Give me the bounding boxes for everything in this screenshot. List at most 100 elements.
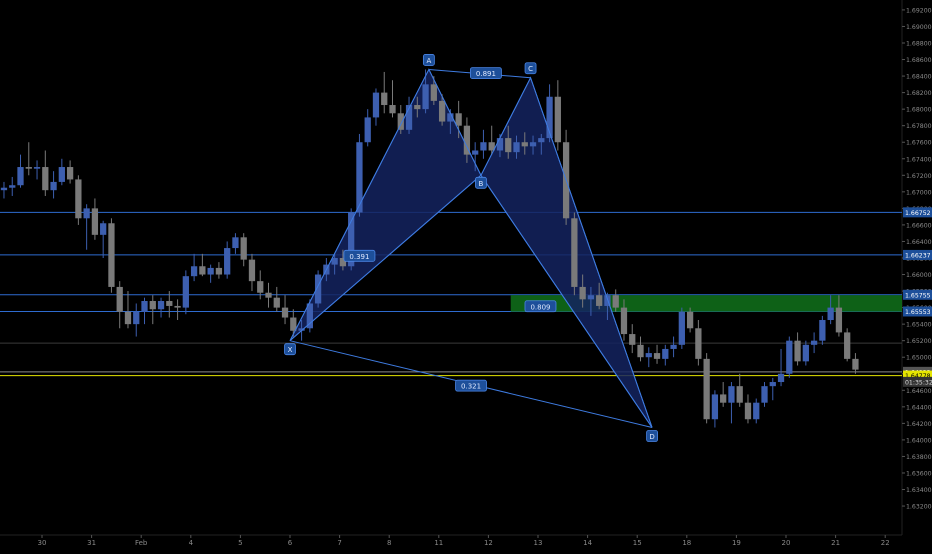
- candle[interactable]: [596, 282, 603, 310]
- candle[interactable]: [397, 105, 404, 134]
- candle[interactable]: [852, 353, 859, 374]
- candle[interactable]: [414, 96, 421, 118]
- candle[interactable]: [810, 332, 818, 354]
- candle[interactable]: [224, 241, 231, 279]
- candle[interactable]: [182, 270, 189, 315]
- candle[interactable]: [339, 249, 347, 271]
- candle[interactable]: [736, 373, 743, 407]
- candle[interactable]: [430, 76, 437, 106]
- candle[interactable]: [612, 289, 619, 312]
- candle[interactable]: [728, 382, 735, 424]
- candle[interactable]: [273, 286, 280, 312]
- candle[interactable]: [711, 390, 719, 428]
- candle[interactable]: [529, 135, 537, 155]
- candle[interactable]: [678, 307, 685, 349]
- candle[interactable]: [463, 117, 471, 163]
- candle[interactable]: [66, 160, 74, 184]
- candle[interactable]: [232, 233, 239, 254]
- candle[interactable]: [505, 125, 512, 159]
- candle[interactable]: [794, 332, 801, 366]
- candle[interactable]: [769, 377, 776, 401]
- candle[interactable]: [620, 299, 628, 341]
- candle[interactable]: [819, 315, 826, 345]
- candle[interactable]: [215, 262, 223, 279]
- candle[interactable]: [538, 133, 545, 155]
- candle[interactable]: [554, 80, 561, 151]
- candle[interactable]: [248, 253, 256, 292]
- candle[interactable]: [761, 382, 768, 407]
- candle[interactable]: [670, 336, 677, 358]
- candle[interactable]: [844, 328, 851, 362]
- candle[interactable]: [786, 336, 793, 378]
- candle[interactable]: [199, 253, 206, 277]
- candle[interactable]: [133, 303, 140, 337]
- candle[interactable]: [629, 324, 636, 354]
- candle[interactable]: [637, 336, 644, 362]
- candle[interactable]: [75, 175, 82, 225]
- candle[interactable]: [364, 109, 371, 147]
- candle[interactable]: [753, 398, 760, 424]
- candle[interactable]: [381, 71, 388, 114]
- candle[interactable]: [149, 295, 156, 325]
- candle[interactable]: [744, 394, 752, 424]
- candle[interactable]: [372, 88, 380, 126]
- candle[interactable]: [17, 154, 24, 188]
- candle[interactable]: [9, 176, 16, 196]
- candle[interactable]: [190, 253, 198, 282]
- candle[interactable]: [488, 125, 495, 155]
- candle[interactable]: [331, 253, 338, 275]
- candle[interactable]: [356, 133, 363, 217]
- candle[interactable]: [645, 347, 652, 368]
- candle[interactable]: [571, 212, 578, 296]
- candle[interactable]: [157, 297, 165, 318]
- candle[interactable]: [827, 295, 834, 325]
- candle[interactable]: [389, 80, 396, 118]
- candle[interactable]: [314, 270, 322, 308]
- candle[interactable]: [521, 132, 528, 155]
- candle[interactable]: [166, 291, 173, 318]
- candle[interactable]: [777, 348, 785, 387]
- candle[interactable]: [50, 171, 57, 199]
- candle[interactable]: [91, 198, 99, 240]
- candle[interactable]: [100, 220, 107, 258]
- candle[interactable]: [306, 299, 313, 333]
- candle[interactable]: [604, 292, 611, 321]
- candle[interactable]: [124, 291, 132, 329]
- candle[interactable]: [25, 142, 32, 176]
- candle[interactable]: [405, 96, 413, 134]
- candle[interactable]: [83, 204, 90, 250]
- candle[interactable]: [686, 307, 694, 333]
- candle[interactable]: [207, 264, 214, 283]
- candle[interactable]: [33, 160, 41, 180]
- candle[interactable]: [587, 286, 595, 316]
- candle[interactable]: [265, 282, 272, 308]
- candle[interactable]: [562, 129, 570, 225]
- candle[interactable]: [662, 344, 669, 366]
- candle-body: [794, 340, 801, 362]
- candle[interactable]: [720, 382, 727, 407]
- candle[interactable]: [108, 218, 115, 293]
- candle[interactable]: [257, 270, 264, 300]
- candle[interactable]: [240, 233, 247, 267]
- candle[interactable]: [653, 344, 661, 364]
- candle[interactable]: [802, 340, 809, 366]
- candle[interactable]: [835, 295, 843, 337]
- candle[interactable]: [174, 299, 181, 321]
- candle[interactable]: [703, 353, 710, 424]
- candle[interactable]: [290, 309, 297, 337]
- candle[interactable]: [58, 158, 65, 186]
- candle[interactable]: [579, 274, 586, 308]
- candle[interactable]: [141, 297, 148, 325]
- candle[interactable]: [513, 135, 520, 159]
- candle[interactable]: [116, 281, 123, 329]
- candle[interactable]: [480, 129, 487, 159]
- candle[interactable]: [0, 181, 8, 199]
- candle[interactable]: [281, 295, 289, 325]
- candle[interactable]: [472, 142, 479, 172]
- candle[interactable]: [438, 94, 446, 126]
- candle[interactable]: [42, 150, 49, 196]
- candle[interactable]: [455, 100, 462, 139]
- candle[interactable]: [695, 320, 702, 366]
